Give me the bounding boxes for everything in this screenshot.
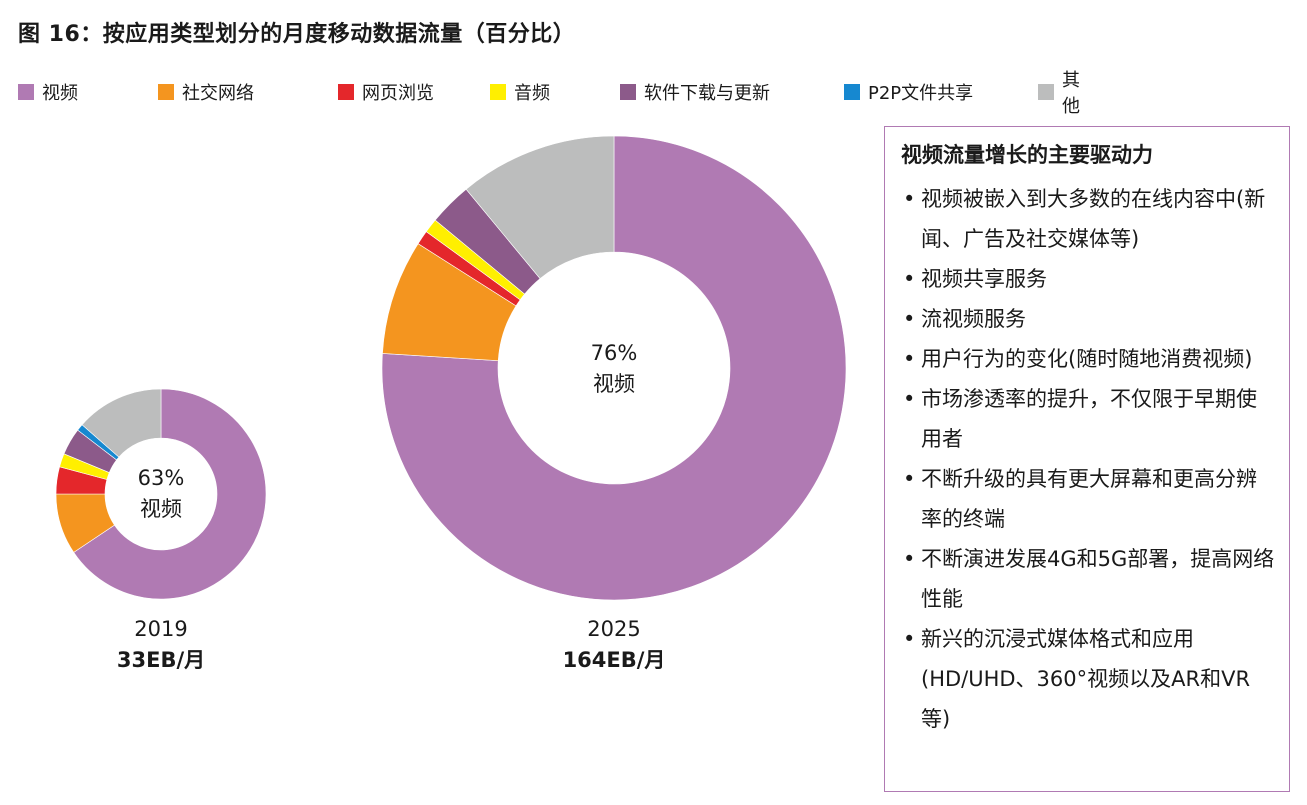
center-category: 视频 — [140, 497, 182, 521]
slice-其他 — [81, 388, 162, 458]
year-label: 2019 — [134, 617, 187, 641]
legend-swatch — [338, 84, 354, 100]
slice-视频 — [381, 135, 847, 601]
slice-其他 — [465, 135, 615, 280]
legend-label: 视频 — [42, 83, 78, 104]
legend-item-other: 其他 — [1038, 70, 1080, 117]
legend-label: P2P文件共享 — [868, 83, 974, 104]
legend-item-video: 视频 — [18, 80, 78, 104]
legend: 视频 社交网络 网页浏览 音频 软件下载与更新 P2P文件共享 其他 — [18, 70, 1080, 117]
legend-item-social: 社交网络 — [158, 80, 254, 104]
legend-label: 音频 — [514, 83, 550, 104]
legend-swatch — [844, 84, 860, 100]
legend-item-audio: 音频 — [490, 80, 550, 104]
list-item: 流视频服务 — [901, 299, 1275, 339]
legend-swatch — [158, 84, 174, 100]
slice-视频 — [73, 388, 267, 600]
center-category: 视频 — [593, 372, 635, 396]
donut-chart-2025: 76% 视频 2025 164EB/月 — [381, 135, 847, 672]
legend-item-software: 软件下载与更新 — [620, 80, 770, 104]
total-label: 164EB/月 — [563, 648, 666, 672]
legend-item-web: 网页浏览 — [338, 80, 434, 104]
year-label: 2025 — [587, 617, 640, 641]
page-title: 图 16：按应用类型划分的月度移动数据流量（百分比） — [18, 22, 576, 47]
total-label: 33EB/月 — [117, 648, 205, 672]
list-item: 市场渗透率的提升，不仅限于早期使用者 — [901, 379, 1275, 459]
list-item: 视频被嵌入到大多数的在线内容中(新闻、广告及社交媒体等) — [901, 179, 1275, 259]
drivers-title: 视频流量增长的主要驱动力 — [901, 143, 1153, 167]
donut-chart-2019: 63% 视频 2019 33EB/月 — [55, 388, 267, 672]
legend-label: 网页浏览 — [362, 83, 434, 104]
center-percent: 76% — [591, 341, 638, 365]
list-item: 不断升级的具有更大屏幕和更高分辨率的终端 — [901, 459, 1275, 539]
list-item: 不断演进发展4G和5G部署，提高网络性能 — [901, 539, 1275, 619]
donut-charts: 63% 视频 2019 33EB/月 76% 视频 2025 164EB/月 — [55, 135, 847, 672]
list-item: 新兴的沉浸式媒体格式和应用(HD/UHD、360°视频以及AR和VR等) — [901, 619, 1275, 739]
list-item: 用户行为的变化(随时随地消费视频) — [901, 339, 1275, 379]
legend-label: 社交网络 — [182, 83, 254, 104]
drivers-list: 视频被嵌入到大多数的在线内容中(新闻、广告及社交媒体等) 视频共享服务 流视频服… — [901, 179, 1275, 739]
center-percent: 63% — [138, 466, 185, 490]
legend-swatch — [490, 84, 506, 100]
list-item: 视频共享服务 — [901, 259, 1275, 299]
legend-item-p2p: P2P文件共享 — [844, 80, 973, 104]
legend-label: 其他 — [1062, 70, 1080, 117]
legend-swatch — [620, 84, 636, 100]
legend-swatch — [18, 84, 34, 100]
legend-label: 软件下载与更新 — [644, 83, 770, 104]
drivers-box: 视频流量增长的主要驱动力 视频被嵌入到大多数的在线内容中(新闻、广告及社交媒体等… — [884, 126, 1290, 792]
legend-swatch — [1038, 84, 1054, 100]
